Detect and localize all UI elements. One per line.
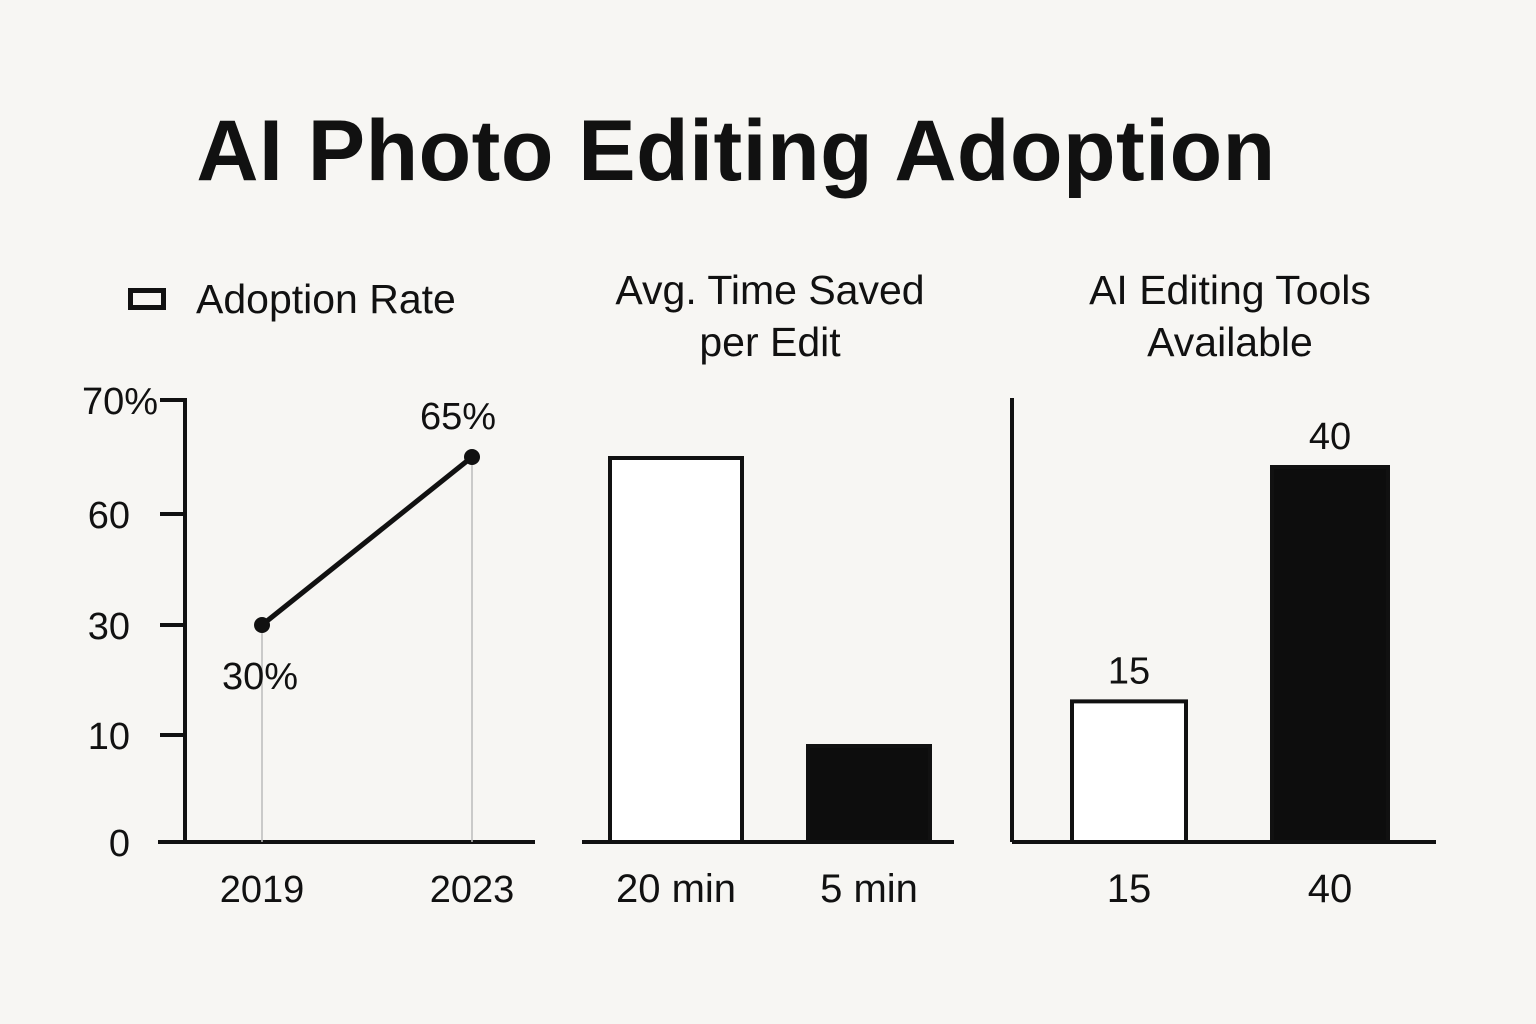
- time-saved-bar: [806, 744, 932, 844]
- legend-swatch: [128, 288, 166, 310]
- time-saved-panel-title: Avg. Time Saved per Edit: [570, 264, 970, 368]
- tools-title-line-1: AI Editing Tools: [1089, 267, 1371, 313]
- tools-category-label: 15: [1107, 867, 1152, 911]
- tools-bar: [1070, 699, 1188, 844]
- tools-category-label: 40: [1308, 867, 1353, 911]
- chart-title: AI Photo Editing Adoption: [196, 103, 1276, 199]
- tools-value-label: 15: [1108, 650, 1150, 692]
- time-saved-category-label: 5 min: [820, 867, 918, 911]
- tools-bar: [1270, 465, 1390, 844]
- data-label: 30%: [222, 656, 298, 698]
- tools-value-label: 40: [1309, 416, 1351, 458]
- legend-label: Adoption Rate: [196, 275, 456, 322]
- x-tick-label: 2023: [430, 869, 515, 911]
- time-saved-bar: [608, 456, 744, 844]
- y-tick-label: 0: [109, 823, 130, 865]
- series-line-adoption-rate: [260, 455, 474, 627]
- tools-panel-title: AI Editing Tools Available: [1030, 264, 1430, 368]
- time-saved-category-label: 20 min: [616, 867, 736, 911]
- legend: Adoption Rate: [128, 276, 456, 322]
- data-point: [254, 617, 270, 633]
- time-saved-title-line-2: per Edit: [699, 319, 841, 365]
- time-saved-title-line-1: Avg. Time Saved: [615, 267, 925, 313]
- y-tick-label: 10: [88, 716, 130, 758]
- y-tick-label: 30: [88, 606, 130, 648]
- data-point: [464, 449, 480, 465]
- data-label: 65%: [420, 396, 496, 438]
- x-tick-label: 2019: [220, 869, 305, 911]
- tools-title-line-2: Available: [1147, 319, 1313, 365]
- y-tick-label: 60: [88, 495, 130, 537]
- y-tick-label: 70%: [82, 381, 158, 423]
